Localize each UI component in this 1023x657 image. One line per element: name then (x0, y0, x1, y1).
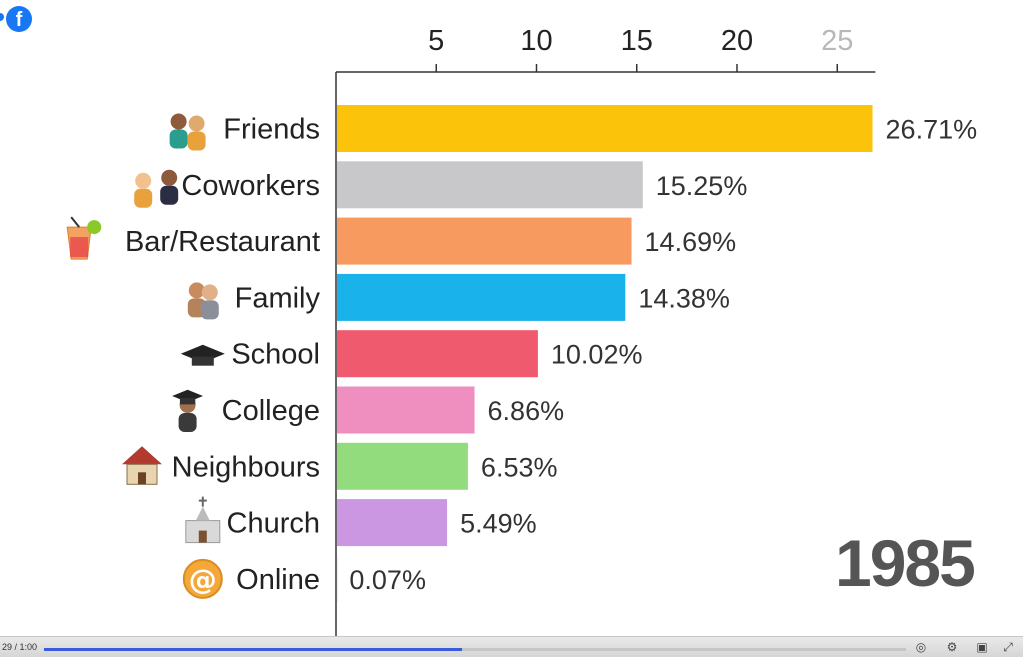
video-player-bar[interactable]: 29 / 1:00 ◎ ⚙ ▣ ⤢ (0, 636, 1023, 657)
category-label: Friends (223, 114, 320, 146)
bar-church (337, 499, 448, 547)
bar-coworkers (337, 161, 643, 209)
x-tick-label: 15 (621, 25, 653, 57)
value-label: 0.07% (349, 565, 426, 595)
x-tick-label: 10 (520, 25, 552, 57)
fullscreen-icon[interactable]: ⤢ (1003, 640, 1013, 654)
category-label: Coworkers (181, 170, 320, 202)
bar-chart: 5 10 15 20 25 26.71% Friends 15.25% Coworkers 14.… (66, 25, 978, 636)
value-label: 10.02% (551, 340, 643, 370)
bar-college (337, 386, 475, 434)
category-label: College (222, 395, 320, 427)
x-tick-label: 25 (821, 25, 853, 57)
category-label: School (231, 339, 320, 371)
captions-icon[interactable]: ◎ (915, 640, 927, 654)
family-icon (187, 282, 219, 320)
value-label: 15.25% (656, 171, 748, 201)
bar-school (337, 330, 538, 378)
value-label: 5.49% (460, 509, 537, 539)
category-label: Online (236, 564, 320, 596)
svg-text:@: @ (189, 563, 217, 596)
picture-in-picture-icon[interactable]: ▣ (976, 640, 988, 654)
x-tick-label: 5 (428, 25, 444, 57)
x-tick-label: 20 (721, 25, 753, 57)
bar-neighbours (337, 442, 468, 490)
neighbours-icon (122, 446, 162, 485)
category-label: Church (227, 508, 321, 540)
facebook-logo-icon[interactable]: f (6, 6, 32, 32)
partial-logo-dot (0, 13, 4, 21)
value-label: 26.71% (886, 115, 978, 145)
bar-bar-restaurant (337, 217, 632, 265)
value-label: 14.69% (645, 227, 737, 257)
settings-gear-icon[interactable]: ⚙ (946, 640, 958, 654)
college-icon (172, 389, 203, 432)
value-label: 6.86% (488, 396, 565, 426)
school-icon (180, 344, 225, 366)
bar-online (337, 555, 339, 603)
time-display: 29 / 1:00 (2, 642, 38, 652)
friends-icon (169, 113, 206, 151)
value-label: 6.53% (481, 452, 558, 482)
category-label: Bar/Restaurant (125, 226, 320, 258)
church-icon (185, 496, 221, 544)
progress-fill (44, 648, 463, 651)
bar-family (337, 273, 626, 321)
coworkers-icon (134, 169, 179, 208)
bar-friends (337, 105, 873, 152)
value-label: 14.38% (638, 283, 730, 313)
category-label: Family (235, 282, 321, 314)
category-label: Neighbours (172, 451, 320, 483)
online-icon: @ (182, 558, 223, 599)
bar-restaurant-icon (66, 216, 102, 260)
year-label: 1985 (835, 526, 976, 600)
progress-track[interactable] (44, 648, 906, 651)
